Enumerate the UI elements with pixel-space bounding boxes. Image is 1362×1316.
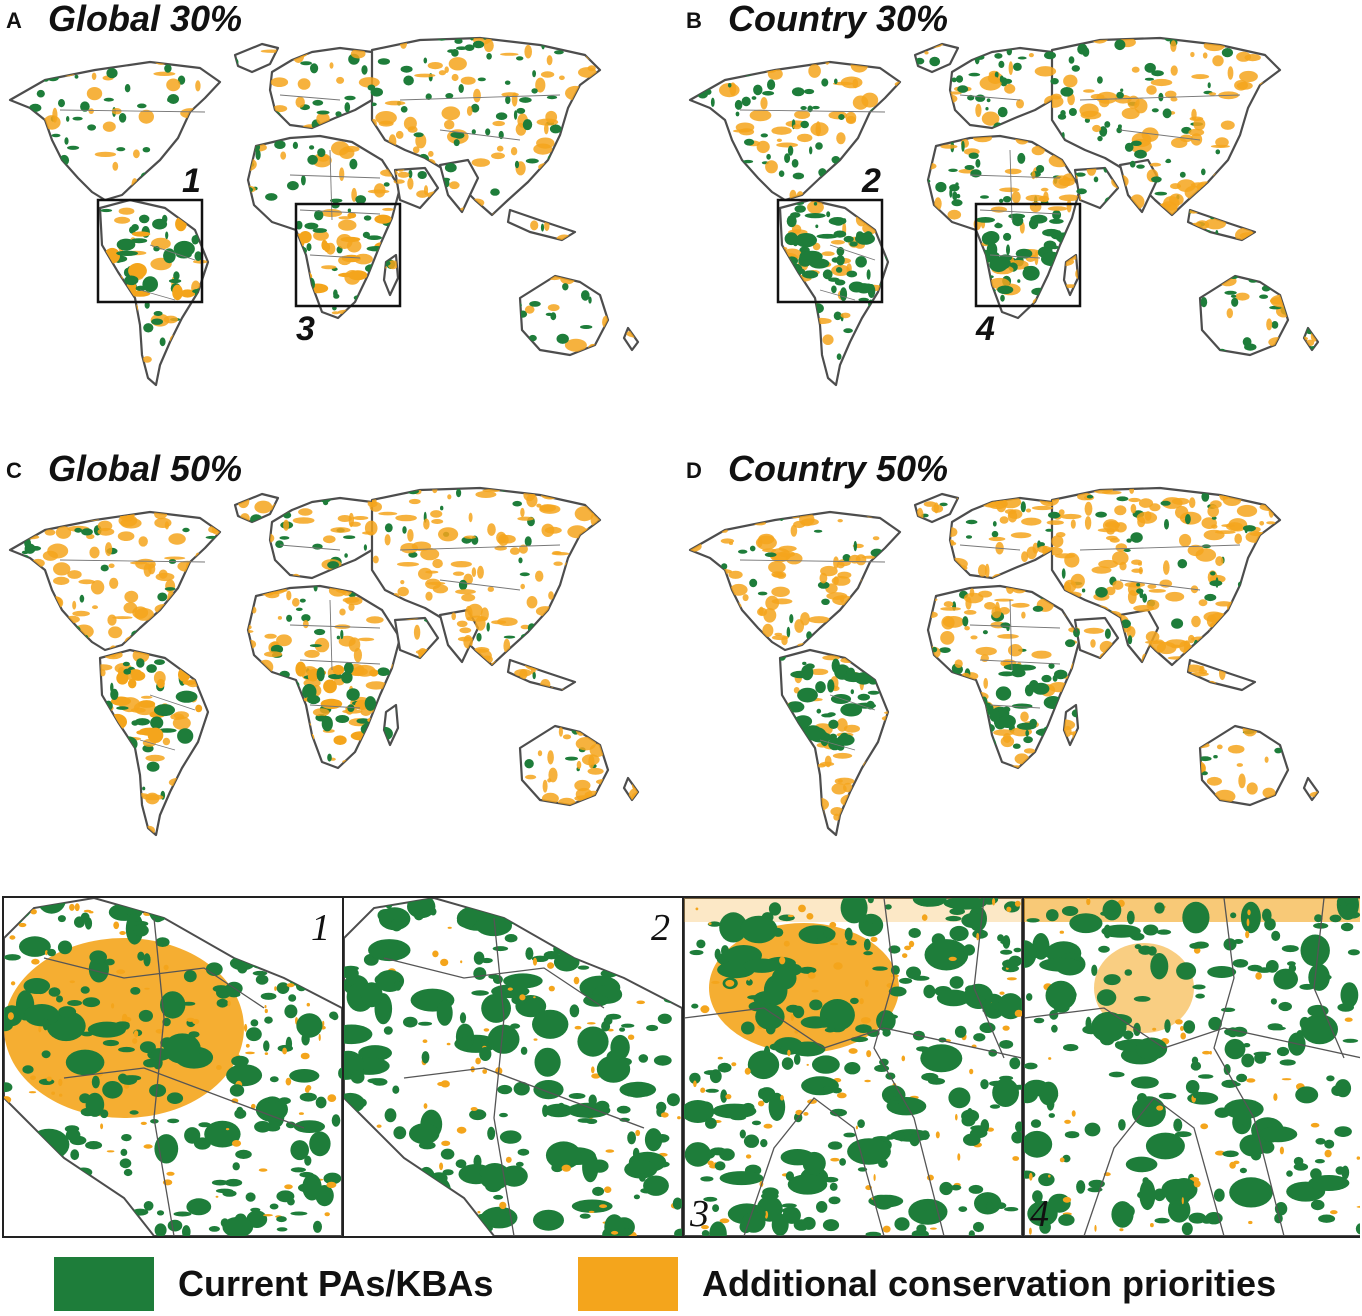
- country-borders: [59, 544, 561, 751]
- zoom-label: 2: [651, 907, 670, 949]
- land-newzealand: [1302, 776, 1320, 802]
- panel-letter: B: [686, 8, 702, 33]
- panel-title: Global 50%: [48, 448, 243, 489]
- zoom-border: [1024, 1007, 1360, 1059]
- legend-swatch-green: [54, 1257, 154, 1311]
- country-borders: [739, 94, 1241, 301]
- inset-label: 4: [975, 310, 995, 348]
- zoom-border: [743, 1097, 885, 1236]
- world-map: 13: [8, 36, 640, 387]
- zoom-panel-2: 2: [344, 898, 684, 1236]
- inset-label: 3: [296, 310, 315, 348]
- country-borders: [739, 544, 1241, 751]
- zoom-border: [973, 898, 1005, 1059]
- land-arabia: [1073, 616, 1120, 660]
- zoom-border: [403, 1067, 645, 1129]
- zoom-map: [4, 898, 342, 1236]
- land-africa: [926, 584, 1082, 770]
- country-borders: [59, 94, 561, 301]
- inset-box: [974, 202, 1082, 308]
- world-map: [8, 486, 640, 837]
- zoom-label: 3: [690, 1193, 709, 1235]
- land-newzealand: [622, 326, 640, 352]
- world-map: 24: [688, 36, 1320, 387]
- map-panel-d: D Country 50%: [680, 448, 1350, 880]
- legend-swatch-orange: [578, 1257, 678, 1311]
- zoom-border: [1313, 898, 1345, 1059]
- panel-letter: C: [6, 458, 22, 483]
- zoom-panel-1: 1: [4, 898, 344, 1236]
- land-greenland: [233, 42, 280, 74]
- zoom-border: [873, 898, 945, 1236]
- zoom-priority-areas: [1024, 898, 1360, 1236]
- zoom-border: [493, 917, 515, 1236]
- zoom-map: [684, 898, 1022, 1236]
- zoom-border: [43, 957, 265, 1009]
- zoom-priority-areas: [4, 898, 342, 1236]
- inset-box: [776, 198, 884, 304]
- legend-label: Current PAs/KBAs: [178, 1263, 494, 1304]
- zoom-map: [1024, 898, 1360, 1236]
- zoom-panel-4: 4: [1024, 898, 1360, 1236]
- panel-title: Global 30%: [48, 0, 243, 39]
- panel-title: Country 30%: [728, 0, 949, 39]
- zoom-border: [63, 1067, 305, 1129]
- zoom-map: [344, 898, 682, 1236]
- zoom-border: [383, 957, 605, 1009]
- legend-pa-kba: Current PAs/KBAs: [54, 1256, 493, 1312]
- zoom-panel-3: 3: [684, 898, 1024, 1236]
- inset-label: 1: [182, 162, 201, 200]
- zoom-border: [1083, 1097, 1225, 1236]
- zoom-border: [153, 917, 175, 1236]
- zoom-label: 4: [1030, 1193, 1049, 1235]
- legend-priorities: Additional conservation priorities: [578, 1256, 1276, 1312]
- panel-letter: D: [686, 458, 702, 483]
- zoom-panels: 1 2 3 4: [2, 896, 1360, 1238]
- legend-label: Additional conservation priorities: [702, 1263, 1277, 1304]
- zoom-border: [684, 1007, 1022, 1059]
- inset-label: 2: [861, 162, 881, 200]
- inset-box: [294, 202, 402, 308]
- map-panel-c: C Global 50%: [0, 448, 670, 880]
- panel-letter: A: [6, 8, 22, 33]
- zoom-label: 1: [311, 907, 330, 949]
- land-arabia: [393, 166, 440, 210]
- land-madagascar: [382, 703, 400, 747]
- land-northamerica: [688, 60, 902, 202]
- inset-box: [96, 198, 204, 304]
- zoom-border: [1213, 898, 1285, 1236]
- panel-title: Country 50%: [728, 448, 949, 489]
- world-map: [688, 486, 1320, 837]
